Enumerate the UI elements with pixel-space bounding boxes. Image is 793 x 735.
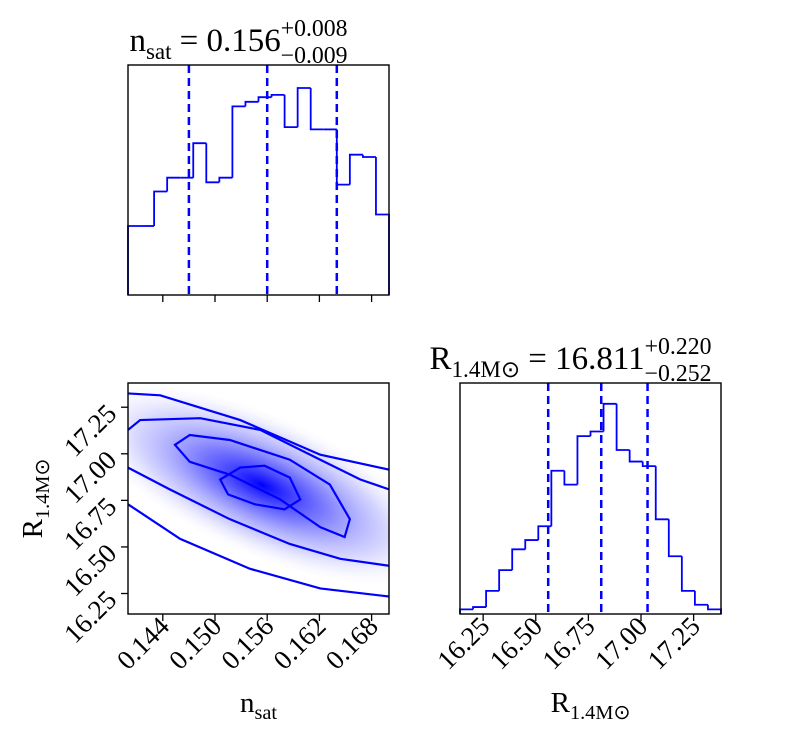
hist-step — [375, 157, 390, 295]
y-tick-label: 17.25 — [58, 398, 122, 462]
x-axis-label: nsat — [240, 687, 277, 724]
axes-frame — [127, 64, 390, 296]
contour — [128, 503, 389, 598]
hist-step — [231, 105, 246, 178]
axes-frame — [127, 382, 390, 615]
hist-step — [362, 154, 376, 158]
hist-step — [166, 176, 181, 192]
hist-step — [309, 88, 324, 131]
contour — [128, 392, 389, 471]
y-axis-label: R1.4M⊙ — [17, 459, 54, 539]
hist-step — [707, 604, 722, 614]
hist-step — [153, 190, 168, 226]
hist-step — [654, 466, 669, 521]
hist-step — [550, 469, 565, 527]
hist-step — [602, 402, 617, 432]
hist-step — [257, 96, 272, 102]
hist-step — [205, 143, 220, 184]
y-tick-label: 16.50 — [58, 538, 122, 602]
y-label-symbol: R — [17, 518, 49, 538]
x-tick-label: 0.150 — [163, 611, 227, 675]
x-axis-label: R1.4M⊙ — [551, 687, 631, 724]
axes-frame — [459, 382, 722, 615]
x-label-symbol: n — [240, 687, 255, 719]
hist-step — [498, 569, 513, 591]
hist-step — [589, 430, 604, 437]
hist-step — [615, 403, 630, 451]
x-label-symbol: R — [551, 687, 571, 719]
hist-step — [127, 225, 142, 295]
hist-step — [485, 590, 500, 608]
x-tick-label: 0.144 — [111, 611, 176, 676]
hist-step — [628, 449, 643, 463]
title-upper: +0.008 — [281, 16, 348, 42]
x-tick-label: 17.00 — [589, 611, 653, 675]
y-label-sub: 1.4M⊙ — [32, 459, 54, 519]
hist-step — [576, 435, 591, 485]
y-tick-label: 17.00 — [58, 445, 122, 509]
x-tick-label: 17.25 — [642, 611, 706, 675]
hist-step — [563, 470, 578, 486]
hist-step — [192, 142, 207, 178]
hist-step — [335, 129, 350, 186]
x-tick-label: 16.25 — [431, 611, 495, 675]
y-tick-label: 16.75 — [58, 491, 122, 555]
contour — [128, 466, 389, 567]
x-label-sub: sat — [254, 702, 277, 724]
title-upper: +0.220 — [645, 334, 712, 360]
x-tick-label: 0.162 — [267, 611, 331, 675]
hist-step — [472, 606, 487, 610]
title-value: = 16.811 — [528, 341, 644, 377]
hist-step — [218, 176, 233, 183]
hist-step — [244, 100, 259, 107]
x-tick-label: 16.50 — [484, 611, 548, 675]
x-tick-label: 16.75 — [536, 611, 600, 675]
contour — [173, 433, 352, 539]
hist-step — [524, 539, 539, 550]
hist-step — [296, 87, 311, 128]
hist-step — [511, 548, 526, 571]
panel-title: R1.4M⊙ = 16.811+0.220 −0.252 — [429, 334, 711, 387]
hist-step — [667, 519, 682, 558]
contour — [218, 464, 302, 511]
title-symbol-sub: sat — [146, 38, 172, 64]
x-label-sub: 1.4M⊙ — [570, 702, 630, 724]
hist-step — [270, 94, 285, 98]
hist-step — [348, 153, 363, 185]
hist-step — [694, 590, 708, 606]
hist-step — [641, 461, 656, 468]
title-symbol: R — [429, 341, 451, 377]
contour — [128, 417, 389, 491]
hist-step — [680, 556, 695, 592]
panel-title: nsat = 0.156+0.008 −0.009 — [129, 16, 347, 69]
y-tick-label: 16.25 — [58, 585, 122, 649]
x-tick-label: 0.156 — [215, 611, 279, 675]
x-tick-label: 0.168 — [320, 611, 384, 675]
density-backdrop — [128, 384, 389, 586]
title-value: = 0.156 — [180, 23, 281, 59]
hist-step — [283, 94, 298, 128]
title-symbol-sub: 1.4M⊙ — [452, 356, 521, 382]
title-symbol: n — [129, 23, 146, 59]
